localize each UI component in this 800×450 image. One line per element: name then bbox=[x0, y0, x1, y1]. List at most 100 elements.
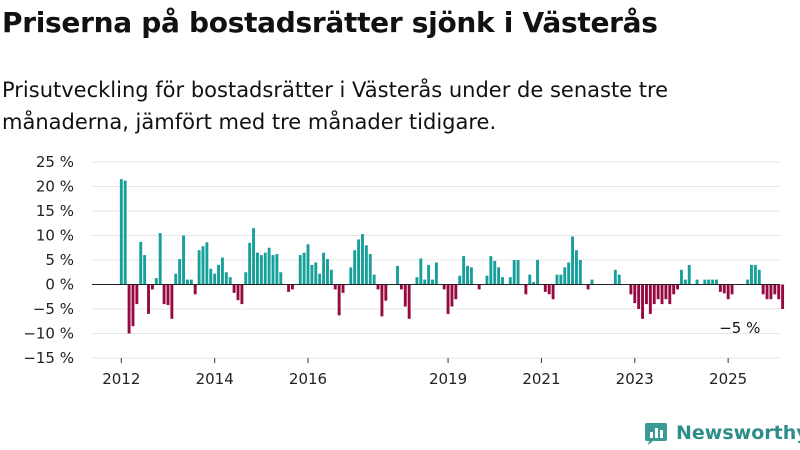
y-tick-label: −5 % bbox=[33, 300, 74, 318]
bar bbox=[396, 265, 399, 285]
bar bbox=[750, 264, 753, 285]
bar bbox=[197, 250, 201, 285]
y-tick-label: 0 % bbox=[45, 276, 74, 294]
bar bbox=[127, 284, 131, 334]
bar bbox=[726, 284, 730, 300]
bar bbox=[543, 284, 547, 292]
bars bbox=[119, 179, 785, 334]
grid-lines bbox=[92, 161, 780, 359]
bar bbox=[259, 255, 263, 285]
bar bbox=[462, 256, 466, 285]
bar bbox=[761, 284, 765, 295]
y-tick-label: 25 % bbox=[36, 153, 74, 171]
bar bbox=[403, 284, 407, 307]
bar bbox=[493, 260, 497, 285]
x-tick-label: 2012 bbox=[102, 370, 140, 388]
bar bbox=[746, 279, 750, 285]
bar bbox=[166, 284, 170, 306]
x-tick-label: 2023 bbox=[616, 370, 654, 388]
bar bbox=[641, 284, 645, 319]
x-tick-label: 2016 bbox=[289, 370, 327, 388]
bar bbox=[442, 284, 446, 290]
x-tick-label: 2021 bbox=[522, 370, 560, 388]
bar bbox=[236, 284, 240, 301]
bar bbox=[380, 284, 384, 317]
bar bbox=[687, 264, 691, 285]
bar bbox=[337, 284, 341, 316]
chart-title: Priserna på bostadsrätter sjönk i Väster… bbox=[2, 6, 658, 39]
bar bbox=[205, 242, 209, 285]
bar bbox=[162, 284, 166, 305]
bar bbox=[220, 257, 224, 285]
bar bbox=[364, 245, 368, 285]
bar bbox=[427, 264, 431, 285]
bar bbox=[217, 264, 220, 285]
bar bbox=[147, 284, 150, 314]
bar bbox=[287, 284, 291, 292]
bar bbox=[119, 179, 123, 285]
bar bbox=[291, 284, 294, 290]
brand-name: Newsworthy bbox=[676, 422, 800, 444]
bar bbox=[333, 284, 337, 290]
bar bbox=[135, 284, 139, 305]
newsworthy-brand: Newsworthy bbox=[644, 420, 800, 446]
bar bbox=[617, 274, 621, 285]
bar bbox=[559, 274, 563, 285]
bar bbox=[508, 277, 512, 285]
bar bbox=[314, 262, 318, 285]
bar bbox=[263, 252, 267, 285]
bar bbox=[361, 234, 364, 285]
bar bbox=[150, 284, 154, 290]
bar bbox=[730, 284, 734, 295]
bar bbox=[240, 284, 244, 305]
bar bbox=[302, 252, 306, 285]
bar bbox=[547, 284, 551, 295]
bar bbox=[174, 273, 178, 285]
price-change-bar-chart: 25 % 20 % 15 % 10 % 5 % 0 % −5 % −10 % −15 % 201… bbox=[23, 153, 785, 388]
y-tick-label: −10 % bbox=[23, 325, 74, 343]
y-axis-ticks: 25 % 20 % 15 % 10 % 5 % 0 % −5 % −10 % −15 % bbox=[23, 153, 74, 367]
bar bbox=[189, 279, 193, 285]
bar bbox=[777, 284, 781, 300]
bar bbox=[528, 274, 532, 285]
bar bbox=[773, 284, 777, 295]
bar bbox=[399, 284, 403, 290]
bar bbox=[497, 267, 501, 285]
bar bbox=[209, 268, 213, 285]
bar bbox=[711, 279, 715, 285]
y-tick-label: 10 % bbox=[36, 227, 74, 245]
bar bbox=[353, 250, 357, 285]
bar bbox=[341, 284, 345, 293]
bar bbox=[431, 279, 434, 285]
bar bbox=[645, 284, 648, 305]
bar bbox=[757, 269, 761, 285]
bar bbox=[707, 279, 711, 285]
bar bbox=[154, 278, 158, 285]
bar bbox=[765, 284, 769, 300]
bar bbox=[310, 264, 314, 285]
bar bbox=[407, 284, 411, 319]
bar bbox=[466, 265, 469, 285]
bar bbox=[512, 260, 516, 285]
bar bbox=[469, 267, 473, 285]
bar bbox=[306, 244, 310, 285]
bar bbox=[228, 277, 232, 285]
bar bbox=[419, 258, 423, 285]
y-tick-label: 20 % bbox=[36, 178, 74, 196]
bar bbox=[590, 279, 594, 285]
bar bbox=[722, 284, 726, 294]
bar bbox=[232, 284, 236, 293]
bar bbox=[551, 284, 555, 300]
bar bbox=[349, 267, 353, 285]
bar bbox=[182, 235, 185, 285]
bar bbox=[423, 279, 427, 285]
bar bbox=[703, 279, 707, 285]
bar bbox=[267, 247, 271, 285]
bar bbox=[672, 284, 676, 295]
bar bbox=[275, 254, 279, 285]
x-axis-ticks: 2012 2014 2016 2019 2021 2023 2025 bbox=[102, 358, 747, 388]
bar bbox=[329, 269, 333, 285]
bar bbox=[769, 284, 773, 300]
bar bbox=[434, 262, 438, 285]
bar bbox=[376, 284, 380, 290]
